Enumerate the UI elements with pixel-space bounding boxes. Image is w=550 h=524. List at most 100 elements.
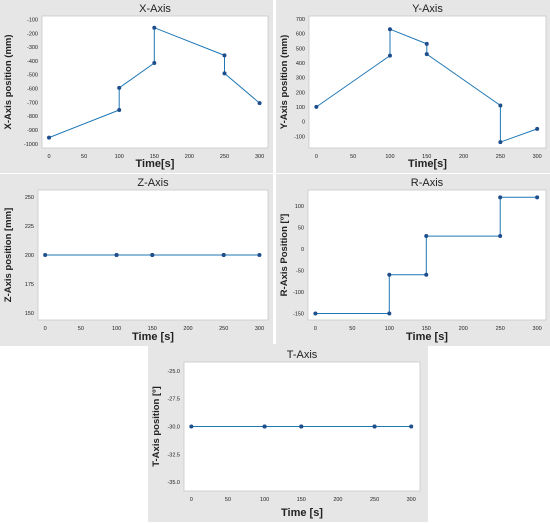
x-tick-label: 100 [385, 154, 394, 160]
data-point [424, 234, 429, 239]
data-point [424, 52, 429, 57]
chart-svg: Z-Axis 0 50 100 150 200 250 300 150 175 200 225 250 T… [0, 174, 273, 346]
data-point [150, 253, 155, 257]
x-tick-label: 300 [255, 154, 264, 160]
y-tick-label: 250 [25, 195, 34, 201]
data-point [221, 253, 226, 257]
x-tick-label: 50 [225, 497, 231, 503]
y-tick-label: 600 [296, 32, 305, 38]
x-tick-label: 100 [112, 326, 121, 332]
x-tick-label: 150 [148, 326, 157, 332]
x-tick-label: 300 [533, 154, 542, 160]
x-tick-label: 200 [459, 154, 468, 160]
x-axis-label: Time [s] [406, 331, 448, 343]
x-tick-label: 100 [385, 326, 394, 332]
y-tick-label: -200 [27, 31, 38, 37]
chart-svg: Y-Axis 0 50 100 150 200 250 300 -100 0 100 200 300 40… [276, 0, 550, 173]
data-point [117, 107, 122, 112]
y-tick-label: 400 [296, 61, 305, 67]
y-tick-label: -32.5 [167, 452, 180, 458]
data-point [424, 41, 429, 46]
y-tick-label: 300 [296, 76, 305, 82]
data-point [47, 135, 52, 140]
data-point [387, 311, 392, 316]
series-line [315, 196, 538, 314]
chart-title: R-Axis [411, 177, 444, 189]
y-tick-label: 150 [25, 311, 34, 317]
y-tick-label: 100 [295, 204, 304, 210]
chart-title: Y-Axis [412, 3, 443, 15]
x-tick-label: 200 [183, 326, 192, 332]
y-axis-label: Y-Axis position (mm) [279, 35, 290, 129]
data-point [535, 126, 540, 131]
y-tick-label: -1000 [24, 142, 38, 148]
y-tick-label: 200 [25, 253, 34, 259]
y-tick-label: 175 [25, 282, 34, 288]
data-point [299, 424, 304, 429]
x-tick-label: 250 [219, 326, 228, 332]
x-axis-label: Time [s] [132, 331, 174, 343]
x-tick-label: 100 [115, 154, 124, 160]
y-tick-label: -100 [27, 17, 38, 23]
data-point [152, 25, 157, 30]
data-point [114, 253, 119, 257]
data-point [152, 60, 157, 65]
y-tick-label: -50 [296, 268, 304, 274]
data-point [498, 140, 503, 145]
x-tick-label: 50 [78, 326, 84, 332]
y-tick-label: -100 [293, 290, 304, 296]
y-tick-label: 50 [298, 225, 304, 231]
x-tick-label: 250 [496, 326, 505, 332]
z-axis-panel: Z-Axis 0 50 100 150 200 250 300 150 175 200 225 250 T… [0, 174, 273, 346]
data-point [409, 424, 414, 429]
data-point [498, 195, 503, 200]
data-point [262, 424, 267, 429]
x-tick-label: 200 [185, 154, 194, 160]
y-tick-label: -150 [293, 312, 304, 318]
x-tick-label: 0 [190, 497, 193, 503]
x-axis-label: Time [s] [281, 507, 323, 519]
data-point [424, 272, 429, 277]
y-tick-label: 700 [296, 17, 305, 23]
data-point [535, 195, 540, 200]
data-point [498, 234, 503, 239]
y-tick-label: 225 [25, 224, 34, 230]
y-tick-label: -600 [27, 87, 38, 93]
x-tick-label: 300 [255, 326, 264, 332]
y-tick-label: 0 [301, 247, 304, 253]
y-axis-label: T-Axis position [º] [151, 386, 162, 467]
data-point [372, 424, 377, 429]
data-point [387, 53, 392, 58]
y-tick-label: -800 [27, 114, 38, 120]
data-point [222, 53, 227, 58]
data-point [387, 272, 392, 277]
x-tick-label: 50 [81, 154, 87, 160]
x-tick-label: 300 [407, 497, 416, 503]
y-axis-panel: Y-Axis 0 50 100 150 200 250 300 -100 0 100 200 300 40… [276, 0, 550, 173]
x-tick-label: 100 [260, 497, 269, 503]
plot-area [308, 15, 547, 149]
y-tick-label: 200 [296, 90, 305, 96]
chart-svg: T-Axis 0 50 100 150 200 250 300 -25.0 -27.5 -30.0 -… [148, 344, 428, 522]
data-point [117, 85, 122, 90]
chart-svg: R-Axis 0 50 100 150 200 250 300 -150 -100 -50 0 50 10… [276, 174, 550, 346]
x-tick-label: 150 [422, 326, 431, 332]
x-tick-label: 200 [333, 497, 342, 503]
series-line [48, 26, 260, 139]
chart-svg: X-Axis 0 50 100 150 200 250 300 -100 -200 -300 -400… [0, 0, 273, 173]
x-tick-label: 250 [496, 154, 505, 160]
y-tick-label: -35.0 [167, 480, 180, 486]
y-tick-label: -500 [27, 73, 38, 79]
y-tick-label: -300 [27, 45, 38, 51]
x-tick-label: 0 [44, 326, 47, 332]
x-tick-label: 0 [315, 154, 318, 160]
y-tick-label: 100 [296, 105, 305, 111]
data-point [222, 71, 227, 76]
data-point [314, 104, 319, 109]
y-tick-label: -25.0 [167, 369, 180, 375]
data-point [257, 253, 262, 257]
chart-title: T-Axis [287, 349, 318, 361]
y-axis-label: X-Axis position (mm) [3, 34, 14, 129]
series-line [316, 28, 538, 143]
y-tick-label: -100 [294, 134, 305, 140]
